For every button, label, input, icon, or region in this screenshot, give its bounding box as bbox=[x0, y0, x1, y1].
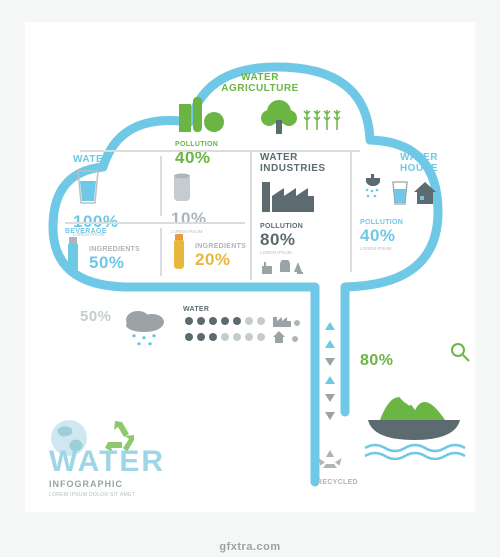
house-title1: WATER bbox=[360, 152, 438, 163]
bottle-blue-icon bbox=[65, 237, 81, 273]
mountain-boat-icon bbox=[360, 370, 470, 460]
arrow-up-icon bbox=[325, 322, 335, 330]
industries-metric-label: POLLUTION bbox=[260, 223, 345, 230]
can-pct: 10% bbox=[171, 209, 241, 229]
industries-title1: WATER bbox=[260, 152, 345, 163]
cell-beverage: BEVERAGE INGREDIENTS 50% bbox=[65, 228, 175, 273]
agriculture-icons bbox=[175, 94, 345, 134]
agriculture-title1: WATER bbox=[175, 72, 345, 83]
industries-lorem: LOREM IPSUM bbox=[260, 250, 345, 256]
cell-water-glass: WATER 100% LOREM IPSUM bbox=[73, 154, 173, 238]
dots-label: WATER bbox=[183, 306, 303, 313]
beverage-title: BEVERAGE bbox=[65, 228, 175, 235]
title-main: WATER bbox=[49, 445, 165, 479]
dots-block: WATER bbox=[183, 306, 303, 350]
house-title2: HOUSE bbox=[360, 163, 438, 174]
bottle-yellow-icon bbox=[171, 234, 187, 270]
dots-icons bbox=[183, 313, 303, 345]
beverage-pct: 50% bbox=[89, 253, 140, 273]
ingredients2-label: INGREDIENTS bbox=[195, 243, 246, 250]
house-icons bbox=[360, 174, 438, 214]
magnifier-icon bbox=[450, 342, 470, 362]
cell-can: 10% LOREM IPSUM bbox=[171, 172, 241, 235]
glass-icon bbox=[75, 169, 101, 205]
rain-cloud-icon bbox=[122, 308, 170, 348]
mountain-block: 80% bbox=[360, 352, 470, 465]
house-pct: 40% bbox=[360, 226, 438, 246]
beverage-label: INGREDIENTS bbox=[89, 246, 140, 253]
agriculture-metric-label: POLLUTION bbox=[175, 141, 218, 148]
water-title: WATER bbox=[73, 154, 173, 165]
title-sub: INFOGRAPHIC bbox=[49, 479, 165, 489]
divider-v2 bbox=[160, 228, 162, 276]
factory-icon bbox=[260, 178, 316, 214]
recycled-label: RECYCLED bbox=[317, 479, 358, 486]
title-block: WATER INFOGRAPHIC LOREM IPSUM DOLOR SIT … bbox=[49, 445, 165, 498]
agriculture-title2: AGRICULTURE bbox=[175, 83, 345, 94]
industries-title2: INDUSTRIES bbox=[260, 163, 345, 174]
house-lorem: LOREM IPSUM bbox=[360, 246, 438, 252]
arrow-up-icon bbox=[325, 340, 335, 348]
can-icon bbox=[171, 172, 193, 204]
recycle-block: RECYCLED bbox=[317, 448, 358, 486]
divider-h2 bbox=[65, 222, 245, 224]
watermark: gfxtra.com bbox=[219, 541, 280, 553]
arrow-down-icon bbox=[325, 394, 335, 402]
arrow-down-icon bbox=[325, 358, 335, 366]
house-metric-label: POLLUTION bbox=[360, 219, 438, 226]
title-lorem: LOREM IPSUM DOLOR SIT AMET bbox=[49, 492, 165, 498]
recycle-small-icon bbox=[317, 448, 343, 472]
divider-v1 bbox=[160, 156, 162, 216]
canvas: WATER AGRICULTURE bbox=[25, 22, 475, 512]
arrow-column bbox=[325, 322, 335, 420]
cell-house: WATER HOUSE POLLUTION 40% LOREM IPSUM bbox=[360, 152, 438, 252]
divider-v4 bbox=[350, 152, 352, 272]
rain-block: 50% bbox=[80, 308, 170, 348]
ingredients2-pct: 20% bbox=[195, 250, 246, 270]
arrow-down-icon bbox=[325, 412, 335, 420]
arrow-up-icon bbox=[325, 376, 335, 384]
rain-pct: 50% bbox=[80, 308, 112, 325]
industries-small-icons bbox=[260, 260, 330, 276]
industries-pct: 80% bbox=[260, 230, 345, 250]
divider-v3 bbox=[250, 150, 252, 280]
cell-ingredients2: INGREDIENTS 20% bbox=[171, 234, 251, 270]
cell-industries: WATER INDUSTRIES POLLUTION 80% LOREM IPS… bbox=[260, 152, 345, 281]
